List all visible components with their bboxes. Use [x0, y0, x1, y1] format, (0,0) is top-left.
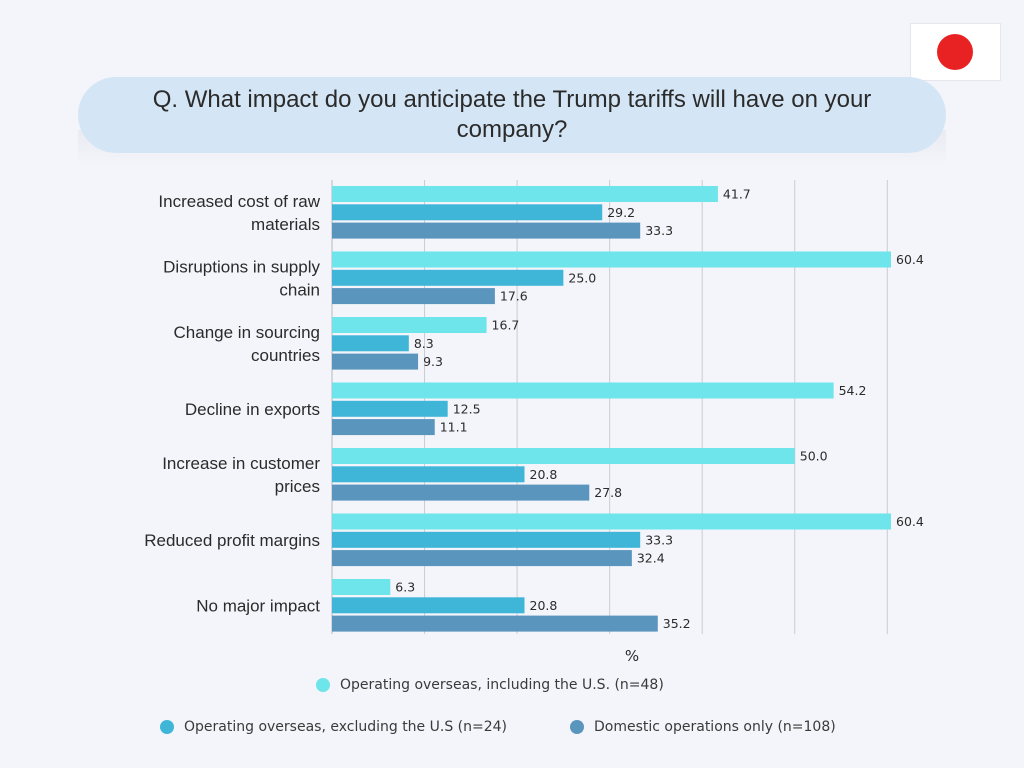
legend-label-0: Operating overseas, including the U.S. (…	[340, 677, 664, 693]
bar	[332, 531, 641, 548]
data-label: 6.3	[395, 580, 415, 595]
bar	[332, 186, 718, 202]
category-label: Reduced profit margins	[144, 531, 320, 550]
data-label: 11.1	[440, 420, 468, 435]
legend-label-1: Operating overseas, excluding the U.S (n…	[184, 719, 507, 735]
legend-item-0: Operating overseas, including the U.S. (…	[316, 677, 664, 693]
data-label: 32.4	[637, 551, 665, 566]
data-label: 50.0	[800, 449, 828, 464]
bar	[332, 400, 448, 417]
bar	[332, 419, 435, 436]
data-label: 33.3	[645, 223, 673, 238]
bar	[332, 550, 632, 567]
data-label: 60.4	[896, 514, 924, 529]
data-label: 9.3	[423, 354, 443, 369]
bar	[332, 288, 495, 305]
bar	[332, 579, 391, 595]
bar	[332, 484, 590, 501]
legend-swatch-1	[160, 720, 174, 734]
bar	[332, 222, 641, 239]
bar	[332, 317, 487, 333]
bar	[332, 615, 658, 632]
data-label: 41.7	[723, 187, 751, 202]
category-label: Disruptions in supply chain	[163, 257, 320, 299]
category-label: Increased cost of raw materials	[158, 192, 320, 234]
x-axis-label: %	[625, 647, 639, 665]
data-label: 35.2	[663, 616, 691, 631]
chart-title: Q. What impact do you anticipate the Tru…	[152, 86, 872, 143]
data-label: 33.3	[645, 532, 673, 547]
category-label: No major impact	[196, 596, 320, 615]
data-label: 25.0	[568, 270, 596, 285]
legend-label-2: Domestic operations only (n=108)	[594, 719, 836, 735]
bar	[332, 353, 419, 370]
legend-swatch-2	[570, 720, 584, 734]
bar	[332, 382, 834, 399]
bar	[332, 204, 603, 221]
flag-red-disc	[937, 34, 973, 70]
data-label: 20.8	[530, 598, 558, 613]
category-label: Decline in exports	[185, 400, 320, 419]
legend-swatch-0	[316, 678, 330, 692]
category-label: Increase in customer prices	[162, 454, 320, 496]
data-label: 29.2	[607, 205, 635, 220]
bar	[332, 513, 892, 530]
data-label: 27.8	[594, 485, 622, 500]
bar	[332, 251, 892, 268]
data-label: 12.5	[453, 401, 481, 416]
bar	[332, 269, 564, 286]
data-label: 20.8	[530, 467, 558, 482]
title-banner: Q. What impact do you anticipate the Tru…	[78, 77, 946, 153]
bar	[332, 335, 409, 352]
bar	[332, 466, 525, 483]
japan-flag-icon	[911, 24, 1000, 80]
data-label: 16.7	[492, 318, 520, 333]
data-label: 17.6	[500, 289, 528, 304]
category-label: Change in sourcing countries	[174, 323, 320, 365]
bar	[332, 597, 525, 614]
bar	[332, 448, 795, 464]
data-label: 8.3	[414, 336, 434, 351]
legend-item-2: Domestic operations only (n=108)	[570, 719, 836, 735]
legend-item-1: Operating overseas, excluding the U.S (n…	[160, 719, 507, 735]
data-label: 54.2	[839, 383, 867, 398]
data-label: 60.4	[896, 252, 924, 267]
